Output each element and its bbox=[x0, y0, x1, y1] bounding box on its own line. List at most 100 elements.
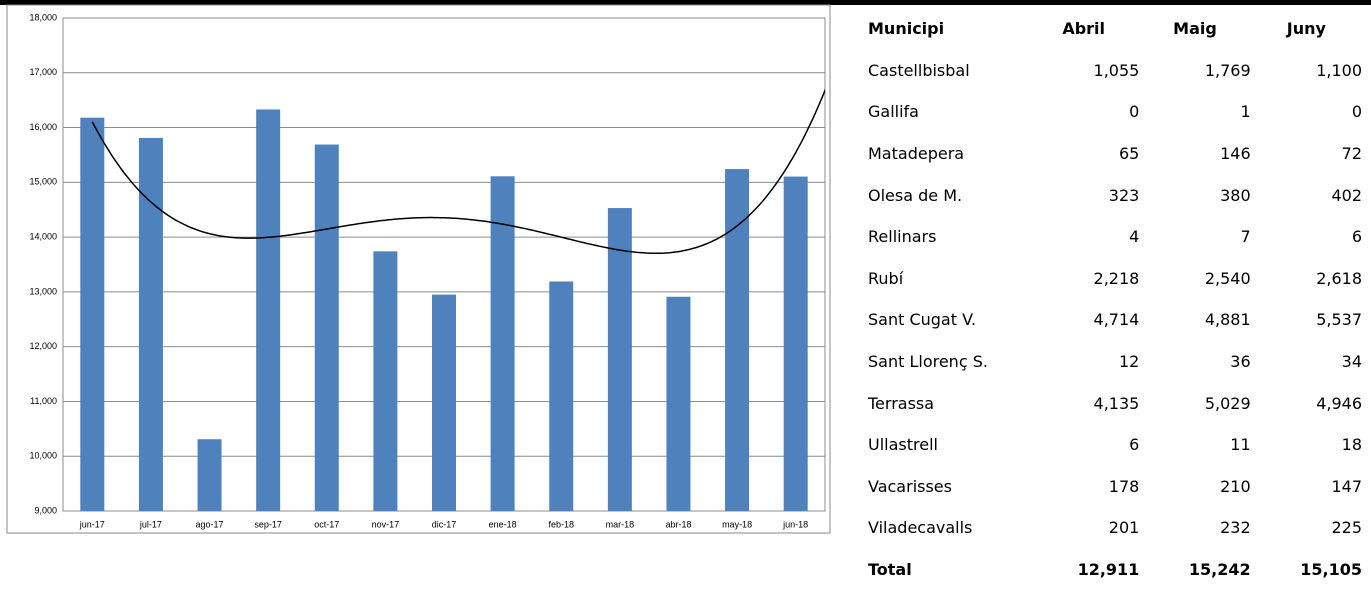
y-tick-label: 15,000 bbox=[29, 177, 57, 187]
table-cell: Vacarisses bbox=[868, 476, 952, 496]
bar bbox=[314, 144, 339, 511]
table-row: Rellinars 4 7 6 bbox=[850, 216, 1362, 258]
table-cell: 6 bbox=[1351, 227, 1362, 247]
bar bbox=[783, 176, 808, 511]
x-tick-label: mar-18 bbox=[606, 519, 635, 529]
y-tick-label: 16,000 bbox=[29, 122, 57, 132]
table-cell: 7 bbox=[1240, 227, 1251, 247]
table-row: Total 12,911 15,242 15,105 bbox=[850, 549, 1362, 590]
table-cell: 2,218 bbox=[1093, 268, 1140, 288]
bar bbox=[607, 208, 632, 511]
table-cell: 6 bbox=[1129, 435, 1140, 455]
bar bbox=[666, 296, 691, 511]
table-cell: Total bbox=[868, 560, 912, 580]
table-cell: Rubí bbox=[868, 268, 904, 288]
table-cell: 323 bbox=[1108, 185, 1140, 205]
table-cell: 210 bbox=[1220, 476, 1251, 496]
table-cell: 402 bbox=[1331, 185, 1362, 205]
bar bbox=[432, 294, 456, 511]
table-cell: Juny bbox=[1286, 19, 1326, 39]
bar bbox=[373, 251, 398, 511]
bar bbox=[197, 439, 222, 511]
table-cell: 2,618 bbox=[1316, 268, 1362, 288]
table-cell: Abril bbox=[1062, 19, 1106, 39]
table-row: Gallifa 0 1 0 bbox=[850, 91, 1362, 133]
table-cell: 12 bbox=[1118, 352, 1140, 372]
table-cell: 15,105 bbox=[1300, 560, 1362, 580]
y-tick-label: 10,000 bbox=[29, 451, 57, 461]
x-tick-label: nov-17 bbox=[372, 519, 400, 529]
chart: 9,000 10,000 11,000 12,000 13,000 14,000 15,00… bbox=[6, 4, 831, 534]
table-cell: 4 bbox=[1129, 227, 1140, 247]
table-cell: 5,537 bbox=[1316, 310, 1362, 330]
y-tick-label: 18,000 bbox=[29, 12, 57, 22]
y-tick-label: 14,000 bbox=[29, 231, 57, 241]
table-cell: 1,100 bbox=[1316, 60, 1362, 80]
table-row: Ullastrell 6 11 18 bbox=[850, 424, 1362, 466]
table-cell: 1 bbox=[1240, 102, 1251, 122]
table-cell: Olesa de M. bbox=[868, 185, 963, 205]
bar bbox=[549, 281, 574, 511]
x-tick-label: sep-17 bbox=[254, 519, 282, 529]
table-cell: 65 bbox=[1118, 144, 1140, 164]
table-row: Terrassa 4,135 5,029 4,946 bbox=[850, 382, 1362, 424]
table-cell: Maig bbox=[1173, 19, 1217, 39]
table-cell: 4,946 bbox=[1316, 393, 1362, 413]
x-tick-label: ago-17 bbox=[196, 519, 224, 529]
table-cell: 380 bbox=[1220, 185, 1251, 205]
table-cell: 232 bbox=[1220, 518, 1251, 538]
table-row: Vacarisses 178 210 147 bbox=[850, 466, 1362, 508]
table-cell: 15,242 bbox=[1188, 560, 1251, 580]
table-cell: Terrassa bbox=[868, 393, 935, 413]
x-tick-label: may-18 bbox=[722, 519, 752, 529]
table-cell: Rellinars bbox=[868, 227, 937, 247]
table-cell: 11 bbox=[1230, 435, 1251, 455]
table-cell: 178 bbox=[1108, 476, 1140, 496]
table-cell: Matadepera bbox=[868, 144, 965, 164]
table-cell: 225 bbox=[1331, 518, 1362, 538]
table-row: Matadepera 65 146 72 bbox=[850, 133, 1362, 175]
table-cell: 4,135 bbox=[1093, 393, 1140, 413]
y-tick-label: 9,000 bbox=[34, 505, 57, 515]
table-cell: 18 bbox=[1341, 435, 1362, 455]
x-tick-label: jun-18 bbox=[782, 519, 808, 529]
table-cell: 4,881 bbox=[1204, 310, 1251, 330]
table-cell: Sant Llorenç S. bbox=[868, 352, 988, 372]
bar bbox=[80, 117, 105, 511]
table-cell: 2,540 bbox=[1204, 268, 1251, 288]
table-row: Castellbisbal 1,055 1,769 1,100 bbox=[850, 50, 1362, 92]
table-row: Olesa de M. 323 380 402 bbox=[850, 174, 1362, 216]
top-bar bbox=[0, 0, 1371, 5]
table-cell: Gallifa bbox=[868, 102, 919, 122]
table-cell: 0 bbox=[1129, 102, 1140, 122]
bar bbox=[725, 169, 750, 511]
y-tick-label: 17,000 bbox=[29, 67, 57, 77]
y-tick-label: 12,000 bbox=[29, 341, 57, 351]
table-cell: Ullastrell bbox=[868, 435, 938, 455]
table-cell: Castellbisbal bbox=[868, 60, 970, 80]
x-tick-label: ene-18 bbox=[489, 519, 517, 529]
x-tick-label: oct-17 bbox=[314, 519, 339, 529]
table-cell: 1,055 bbox=[1093, 60, 1140, 80]
table-cell: Viladecavalls bbox=[868, 518, 973, 538]
table-cell: Municipi bbox=[868, 19, 945, 39]
table-wrap: Municipi Abril Maig Juny Castellbisbal 1,055 1… bbox=[850, 8, 1371, 590]
table-row: Viladecavalls 201 232 225 bbox=[850, 507, 1362, 549]
y-tick-label: 13,000 bbox=[29, 286, 57, 296]
table-cell: 36 bbox=[1230, 352, 1251, 372]
table-cell: 0 bbox=[1351, 102, 1362, 122]
bar bbox=[256, 109, 281, 512]
x-tick-label: dic-17 bbox=[432, 519, 457, 529]
x-tick-label: jul-17 bbox=[139, 519, 162, 529]
table-cell: 72 bbox=[1341, 144, 1362, 164]
table-row: Municipi Abril Maig Juny bbox=[850, 8, 1362, 50]
table-cell: 34 bbox=[1341, 352, 1362, 372]
table-cell: 201 bbox=[1108, 518, 1140, 538]
table-cell: 146 bbox=[1220, 144, 1251, 164]
table-cell: 4,714 bbox=[1093, 310, 1140, 330]
table-cell: Sant Cugat V. bbox=[868, 310, 977, 330]
y-tick-label: 11,000 bbox=[30, 396, 57, 406]
table: Municipi Abril Maig Juny Castellbisbal 1,055 1… bbox=[850, 8, 1362, 590]
table-row: Sant Llorenç S. 12 36 34 bbox=[850, 341, 1362, 383]
table-row: Sant Cugat V. 4,714 4,881 5,537 bbox=[850, 299, 1362, 341]
